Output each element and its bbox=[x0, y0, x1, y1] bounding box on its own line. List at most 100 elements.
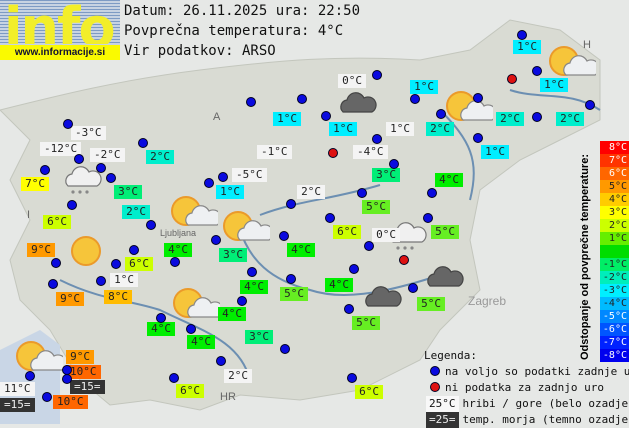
country-label-croatia: HR bbox=[220, 391, 236, 403]
sea-temperature-label: =15= bbox=[0, 398, 35, 412]
station-marker-available[interactable] bbox=[325, 213, 335, 223]
station-marker-available[interactable] bbox=[40, 165, 50, 175]
legend: Legenda: na voljo so podatki zadnje ure … bbox=[424, 348, 629, 428]
station-marker-available[interactable] bbox=[237, 296, 247, 306]
station-temperature-label: 2°C bbox=[224, 369, 252, 383]
scale-step: 1°C bbox=[600, 232, 629, 245]
station-temperature-label: -3°C bbox=[71, 126, 106, 140]
scale-step: -4°C bbox=[600, 297, 629, 310]
station-marker-available[interactable] bbox=[372, 70, 382, 80]
station-marker-available[interactable] bbox=[218, 172, 228, 182]
station-marker-available[interactable] bbox=[532, 112, 542, 122]
station-marker-available[interactable] bbox=[51, 258, 61, 268]
station-marker-available[interactable] bbox=[48, 279, 58, 289]
station-temperature-label: 2°C bbox=[496, 112, 524, 126]
station-marker-available[interactable] bbox=[423, 213, 433, 223]
station-marker-available[interactable] bbox=[357, 188, 367, 198]
station-marker-available[interactable] bbox=[532, 66, 542, 76]
station-temperature-label: 5°C bbox=[362, 200, 390, 214]
station-temperature-label: 11°C bbox=[0, 382, 35, 396]
scale-step: -2°C bbox=[600, 271, 629, 284]
station-temperature-label: 0°C bbox=[338, 74, 366, 88]
station-temperature-label: 8°C bbox=[104, 290, 132, 304]
station-marker-available[interactable] bbox=[410, 94, 420, 104]
station-marker-available[interactable] bbox=[280, 344, 290, 354]
station-marker-available[interactable] bbox=[106, 173, 116, 183]
station-marker-available[interactable] bbox=[74, 154, 84, 164]
station-marker-available[interactable] bbox=[286, 199, 296, 209]
station-temperature-label: 1°C bbox=[110, 273, 138, 287]
station-marker-available[interactable] bbox=[408, 283, 418, 293]
station-temperature-label: 1°C bbox=[386, 122, 414, 136]
station-temperature-label: 4°C bbox=[240, 280, 268, 294]
station-marker-available[interactable] bbox=[473, 93, 483, 103]
scale-step: 7°C bbox=[600, 154, 629, 167]
station-marker-missing[interactable] bbox=[507, 74, 517, 84]
station-marker-available[interactable] bbox=[186, 324, 196, 334]
legend-mountain: hribi / gore (belo ozadje) bbox=[463, 397, 629, 410]
station-temperature-label: 9°C bbox=[27, 243, 55, 257]
station-temperature-label: -4°C bbox=[353, 145, 388, 159]
station-temperature-label: 3°C bbox=[114, 185, 142, 199]
station-marker-missing[interactable] bbox=[328, 148, 338, 158]
station-marker-available[interactable] bbox=[138, 138, 148, 148]
scale-step: -3°C bbox=[600, 284, 629, 297]
scale-step: 3°C bbox=[600, 206, 629, 219]
station-marker-available[interactable] bbox=[169, 373, 179, 383]
sea-temperature-label: =15= bbox=[70, 380, 105, 394]
station-temperature-label: 5°C bbox=[280, 287, 308, 301]
legend-missing: ni podatka za zadnjo uro bbox=[445, 381, 604, 394]
station-marker-missing[interactable] bbox=[399, 255, 409, 265]
station-marker-available[interactable] bbox=[279, 231, 289, 241]
logo-url[interactable]: www.informacije.si bbox=[0, 45, 120, 60]
station-temperature-label: 2°C bbox=[146, 150, 174, 164]
station-marker-available[interactable] bbox=[585, 100, 595, 110]
station-marker-available[interactable] bbox=[347, 373, 357, 383]
station-marker-available[interactable] bbox=[204, 178, 214, 188]
scale-step: 4°C bbox=[600, 193, 629, 206]
station-temperature-label: 4°C bbox=[435, 173, 463, 187]
scale-step: 5°C bbox=[600, 180, 629, 193]
station-marker-available[interactable] bbox=[372, 134, 382, 144]
station-marker-available[interactable] bbox=[67, 200, 77, 210]
station-marker-available[interactable] bbox=[42, 392, 52, 402]
station-marker-available[interactable] bbox=[156, 313, 166, 323]
station-marker-available[interactable] bbox=[344, 304, 354, 314]
station-marker-available[interactable] bbox=[364, 241, 374, 251]
station-marker-available[interactable] bbox=[129, 245, 139, 255]
scale-step: 2°C bbox=[600, 219, 629, 232]
average-temperature-line: Povprečna temperatura: 4°C bbox=[124, 21, 343, 41]
station-marker-available[interactable] bbox=[216, 356, 226, 366]
station-marker-available[interactable] bbox=[389, 159, 399, 169]
city-label-zagreb: Zagreb bbox=[468, 294, 506, 308]
station-marker-available[interactable] bbox=[427, 188, 437, 198]
dark-cloud-icon bbox=[422, 262, 470, 302]
legend-sea-sample: =25= bbox=[426, 412, 459, 428]
station-marker-available[interactable] bbox=[25, 371, 35, 381]
station-marker-available[interactable] bbox=[111, 259, 121, 269]
station-marker-available[interactable] bbox=[62, 374, 72, 384]
station-marker-available[interactable] bbox=[517, 30, 527, 40]
station-marker-available[interactable] bbox=[436, 109, 446, 119]
legend-available: na voljo so podatki zadnje ure bbox=[445, 365, 629, 378]
station-temperature-label: 4°C bbox=[187, 335, 215, 349]
station-marker-available[interactable] bbox=[211, 235, 221, 245]
station-marker-available[interactable] bbox=[321, 111, 331, 121]
station-marker-available[interactable] bbox=[96, 276, 106, 286]
station-temperature-label: 5°C bbox=[431, 225, 459, 239]
station-marker-available[interactable] bbox=[246, 97, 256, 107]
station-marker-available[interactable] bbox=[473, 133, 483, 143]
station-temperature-label: 3°C bbox=[372, 168, 400, 182]
station-temperature-label: 1°C bbox=[540, 78, 568, 92]
station-marker-available[interactable] bbox=[63, 119, 73, 129]
station-marker-available[interactable] bbox=[170, 257, 180, 267]
station-marker-available[interactable] bbox=[297, 94, 307, 104]
station-temperature-label: -5°C bbox=[232, 168, 267, 182]
station-marker-available[interactable] bbox=[247, 267, 257, 277]
station-marker-available[interactable] bbox=[146, 220, 156, 230]
station-marker-available[interactable] bbox=[96, 163, 106, 173]
station-temperature-label: 1°C bbox=[410, 80, 438, 94]
station-marker-available[interactable] bbox=[349, 264, 359, 274]
station-marker-available[interactable] bbox=[286, 274, 296, 284]
station-temperature-label: 6°C bbox=[176, 384, 204, 398]
